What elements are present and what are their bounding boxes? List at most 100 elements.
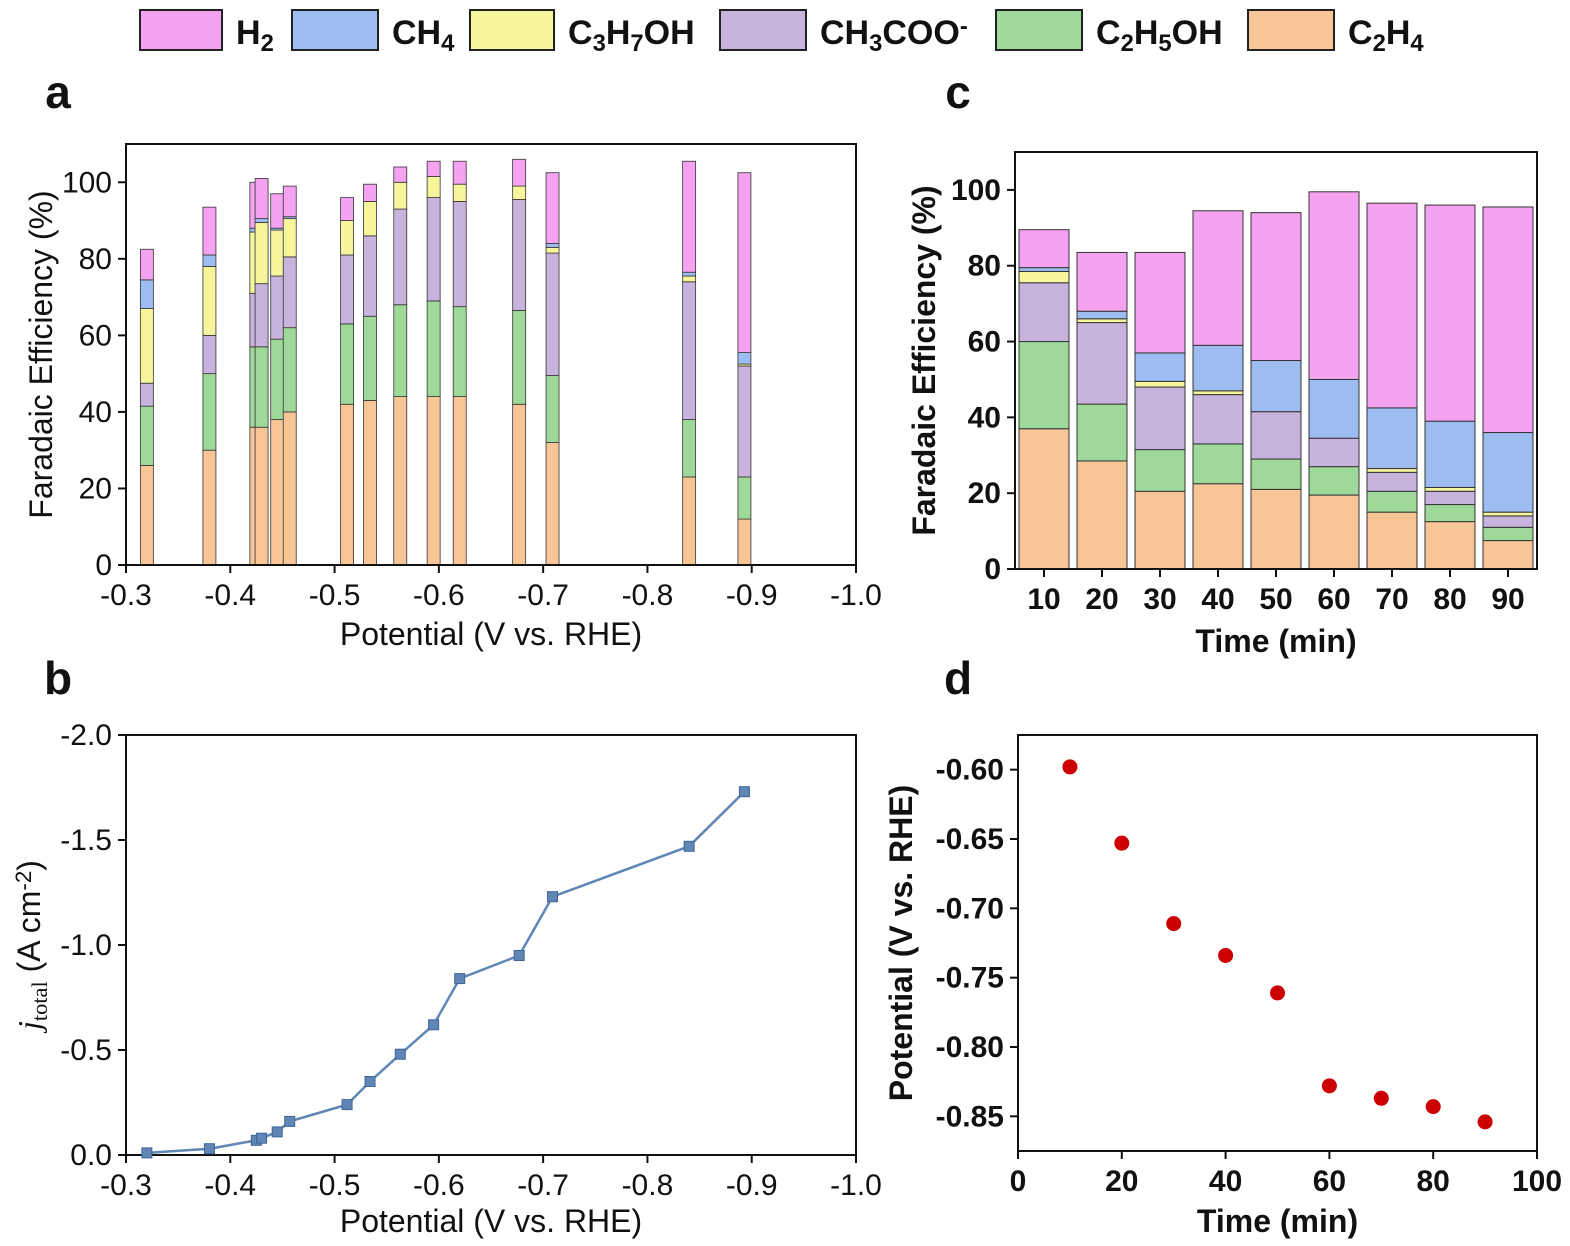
bar-a-C2H5OH xyxy=(270,338,285,420)
bar-a-CH3COO xyxy=(270,275,285,340)
y-tick-label-a: 20 xyxy=(79,472,112,505)
bar-a-C2H4 xyxy=(282,411,297,566)
bar-a-H2 xyxy=(452,160,467,185)
bar-a-C3H7OH xyxy=(202,266,217,336)
legend-label-CH3COO-part: COO xyxy=(882,14,959,52)
bar-a-C2H4 xyxy=(139,465,154,566)
bar-c-C3H7OH xyxy=(1134,380,1186,388)
y-tick-label-c: 40 xyxy=(968,401,1001,434)
y-tick-label-c: 0 xyxy=(984,553,1001,586)
legend-label-C3H7OH-part: OH xyxy=(644,14,695,52)
point-b xyxy=(256,1132,268,1144)
panel-c-letter: c xyxy=(945,66,971,118)
point-d xyxy=(1373,1090,1389,1106)
y-tick-label-d: -0.80 xyxy=(936,1031,1004,1064)
bar-c-C3H7OH xyxy=(1076,318,1128,324)
bar-c-C3H7OH xyxy=(1482,511,1534,517)
bar-c-CH3COO xyxy=(1134,386,1186,451)
bar-a-H2 xyxy=(202,206,217,256)
legend-label-H2: H2 xyxy=(236,14,274,57)
x-tick-label-b: -0.4 xyxy=(204,1169,256,1202)
bar-a-CH3COO xyxy=(282,256,297,329)
y-axis-label-a: Faradaic Efficiency (%) xyxy=(23,190,59,518)
x-axis-label-c: Time (min) xyxy=(1195,623,1356,659)
series-line-b xyxy=(146,790,746,1155)
panel-a-frame xyxy=(125,143,857,566)
x-tick-label-b: -0.9 xyxy=(726,1169,778,1202)
bar-a-CH3COO xyxy=(512,199,527,311)
bar-a-C3H7OH xyxy=(254,222,269,285)
x-tick-label-c: 20 xyxy=(1085,583,1118,616)
y-tick-label-b: -1.5 xyxy=(60,824,112,857)
panel-b-chart: b -0.3 -0.4 -0.5 -0.6 -0.7 -0.8 -0.9 -1.0 0.0 -0.5… xyxy=(11,652,882,1239)
bar-a-C2H5OH xyxy=(202,373,217,451)
panel-b-letter: b xyxy=(44,652,72,704)
bar-a-C2H5OH xyxy=(282,327,297,413)
bar-a-C2H5OH xyxy=(139,405,154,466)
bar-c-C2H5OH xyxy=(1308,466,1360,496)
bar-c-CH4 xyxy=(1366,407,1418,470)
y-axis-label-b-part: total xyxy=(27,981,52,1021)
panel-a-chart: a -0.3 -0.4 -0.5 -0.6 -0.7 -0.8 -0.9 -1.0 0 20 40 60… xyxy=(23,66,882,652)
point-b xyxy=(141,1147,153,1159)
bar-a-C3H7OH xyxy=(363,201,377,237)
bar-c-CH3COO xyxy=(1018,282,1070,343)
legend-label-C2H5OH-part: C xyxy=(1096,14,1121,52)
bar-a-CH4 xyxy=(737,352,752,365)
x-tick-label-c: 40 xyxy=(1201,583,1234,616)
bar-a-C2H5OH xyxy=(452,306,467,397)
x-tick-label-c: 10 xyxy=(1027,583,1060,616)
bar-c-C2H5OH xyxy=(1424,504,1476,523)
point-b xyxy=(364,1076,376,1087)
legend-swatch-CH4 xyxy=(291,9,379,51)
y-tick-label-a: 80 xyxy=(79,243,112,276)
legend-label-H2-part: 2 xyxy=(261,30,274,57)
point-b xyxy=(341,1099,353,1111)
point-b xyxy=(547,891,559,903)
bar-c-CH4 xyxy=(1482,432,1534,513)
bar-a-H2 xyxy=(254,178,269,220)
bar-a-C2H5OH xyxy=(512,310,527,405)
bar-c-CH4 xyxy=(1076,310,1128,320)
bar-c-CH4 xyxy=(1018,267,1070,272)
bar-a-C2H5OH xyxy=(340,323,354,405)
bar-c-H2 xyxy=(1482,206,1534,434)
legend-label-C3H7OH-part: C xyxy=(568,14,593,52)
y-tick-label-c: 100 xyxy=(951,174,1001,207)
bar-a-CH4 xyxy=(545,243,560,248)
x-tick-label-a: -0.4 xyxy=(204,579,256,612)
bar-a-CH3COO xyxy=(139,382,154,407)
x-tick-label-c: 50 xyxy=(1259,583,1292,616)
x-tick-label-a: -1.0 xyxy=(830,579,882,612)
bar-c-C2H5OH xyxy=(1192,443,1244,485)
bar-c-H2 xyxy=(1134,251,1186,354)
bar-a-C3H7OH xyxy=(270,229,285,277)
bar-a-C3H7OH xyxy=(545,246,560,254)
x-tick-label-c: 90 xyxy=(1491,583,1524,616)
bar-a-H2 xyxy=(363,183,377,202)
y-tick-label-c: 80 xyxy=(968,250,1001,283)
bar-c-CH3COO xyxy=(1192,394,1244,445)
bar-c-C2H5OH xyxy=(1366,490,1418,513)
bar-a-CH3COO xyxy=(202,334,217,375)
bar-c-CH3COO xyxy=(1250,411,1302,460)
y-tick-label-b: -1.0 xyxy=(60,929,112,962)
bar-c-C2H4 xyxy=(1366,511,1418,570)
y-tick-label-d: -0.65 xyxy=(936,823,1004,856)
x-tick-label-c: 80 xyxy=(1433,583,1466,616)
point-d xyxy=(1062,759,1078,775)
legend-label-CH3COO-part: CH xyxy=(820,14,869,52)
x-tick-label-c: 60 xyxy=(1317,583,1350,616)
point-b xyxy=(271,1126,283,1138)
bar-c-C2H5OH xyxy=(1250,458,1302,490)
bar-c-C2H5OH xyxy=(1018,341,1070,430)
y-tick-label-d: -0.75 xyxy=(936,962,1004,995)
bar-a-CH3COO xyxy=(426,197,441,302)
point-b xyxy=(738,786,750,798)
point-b xyxy=(513,950,525,961)
bar-c-C3H7OH xyxy=(1018,270,1070,284)
x-axis-label-b: Potential (V vs. RHE) xyxy=(340,1203,642,1239)
legend-label-CH4: CH4 xyxy=(392,14,455,57)
legend-label-C2H4-part: H xyxy=(1386,14,1411,52)
